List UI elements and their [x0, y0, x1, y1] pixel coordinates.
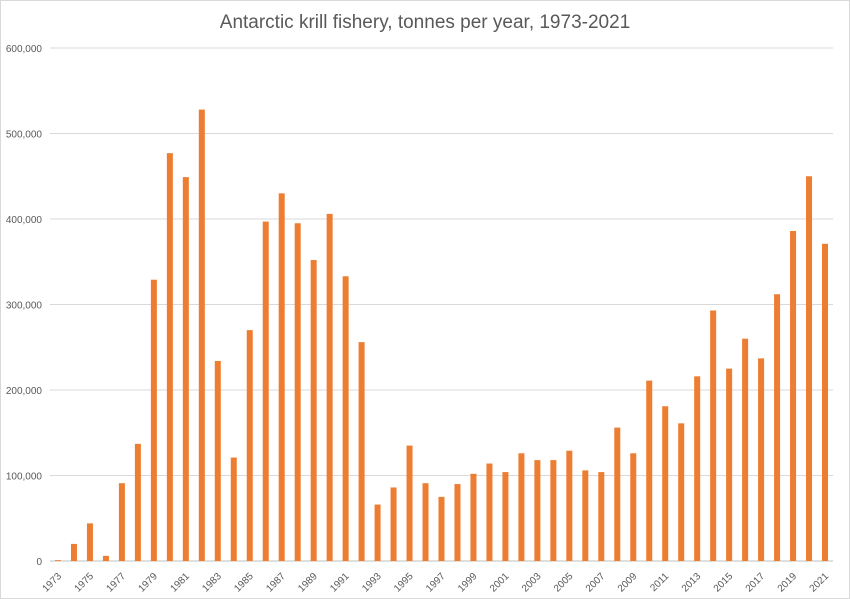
x-tick-label: 2003	[520, 571, 544, 595]
bar-1988	[294, 223, 301, 561]
x-tick-label: 2017	[744, 571, 768, 595]
x-tick-label: 1975	[73, 571, 97, 595]
bar-2002	[518, 453, 525, 561]
bar-1978	[134, 443, 141, 561]
x-tick-label: 2015	[712, 571, 736, 595]
x-tick-label: 1985	[232, 571, 256, 595]
y-tick-label: 400,000	[6, 215, 43, 226]
y-tick-label: 0	[36, 557, 42, 568]
y-tick-label: 600,000	[6, 44, 43, 55]
bar-1979	[150, 279, 157, 561]
x-tick-label: 1987	[264, 571, 288, 595]
bar-1976	[102, 555, 109, 561]
bar-1991	[342, 276, 349, 561]
bar-2011	[662, 406, 669, 561]
x-tick-label: 2011	[648, 571, 671, 594]
x-tick-label: 2001	[488, 571, 512, 595]
x-tick-label: 2019	[776, 571, 800, 595]
bar-1985	[246, 330, 253, 561]
bar-1993	[374, 504, 381, 561]
x-tick-label: 1993	[360, 571, 384, 595]
x-tick-label: 2009	[616, 571, 640, 595]
bar-1982	[198, 109, 205, 561]
bar-2015	[726, 368, 733, 561]
chart-title: Antarctic krill fishery, tonnes per year…	[219, 12, 631, 33]
bar-2008	[614, 427, 621, 561]
bar-2007	[598, 472, 605, 561]
bar-1990	[326, 213, 333, 561]
bar-1975	[86, 523, 93, 561]
x-tick-label: 1991	[328, 571, 352, 595]
bar-2014	[710, 310, 717, 561]
x-tick-label: 1981	[168, 571, 192, 595]
y-tick-label: 500,000	[6, 130, 43, 141]
bar-2009	[630, 453, 637, 561]
x-tick-label: 1983	[200, 571, 224, 595]
bar-2017	[758, 358, 765, 561]
x-tick-label: 2005	[552, 571, 576, 595]
bar-1997	[438, 496, 445, 561]
bar-2018	[774, 294, 781, 561]
x-tick-label: 2007	[584, 571, 608, 595]
y-tick-label: 200,000	[6, 386, 43, 397]
bar-1998	[454, 484, 461, 561]
bar-2010	[646, 380, 653, 561]
bar-1992	[358, 342, 365, 561]
bar-2012	[678, 423, 685, 561]
bar-1973	[54, 560, 61, 561]
bar-2003	[534, 460, 541, 561]
bar-2016	[742, 338, 749, 561]
x-tick-label: 1989	[296, 571, 320, 595]
y-tick-label: 100,000	[6, 472, 43, 483]
x-tick-label: 1997	[424, 571, 448, 595]
bar-1996	[422, 483, 429, 561]
bar-2021	[822, 243, 829, 562]
bar-2019	[790, 230, 797, 561]
bar-2013	[694, 376, 701, 561]
bar-1995	[406, 445, 413, 561]
bar-1989	[310, 260, 317, 561]
x-tick-label: 1977	[105, 571, 129, 595]
bar-1977	[118, 483, 125, 561]
x-tick-label: 1973	[41, 571, 65, 595]
bar-2004	[550, 460, 557, 561]
bar-1984	[230, 457, 237, 561]
bar-1980	[166, 153, 173, 562]
bar-2005	[566, 450, 573, 561]
bar-1983	[214, 360, 221, 561]
bar-2020	[806, 176, 813, 561]
bar-1974	[70, 543, 77, 561]
bar-1994	[390, 487, 397, 561]
bar-2000	[486, 463, 493, 561]
bar-1999	[470, 473, 477, 561]
x-tick-label: 1995	[392, 571, 416, 595]
y-tick-label: 300,000	[6, 301, 43, 312]
x-tick-label: 1979	[136, 571, 160, 595]
bar-2006	[582, 470, 589, 561]
bar-1986	[262, 221, 269, 561]
bar-1981	[182, 177, 189, 562]
x-tick-label: 1999	[456, 571, 480, 595]
bar-2001	[502, 472, 509, 561]
x-tick-label: 2021	[808, 571, 832, 595]
x-tick-label: 2013	[680, 571, 704, 595]
bar-1987	[278, 193, 285, 561]
